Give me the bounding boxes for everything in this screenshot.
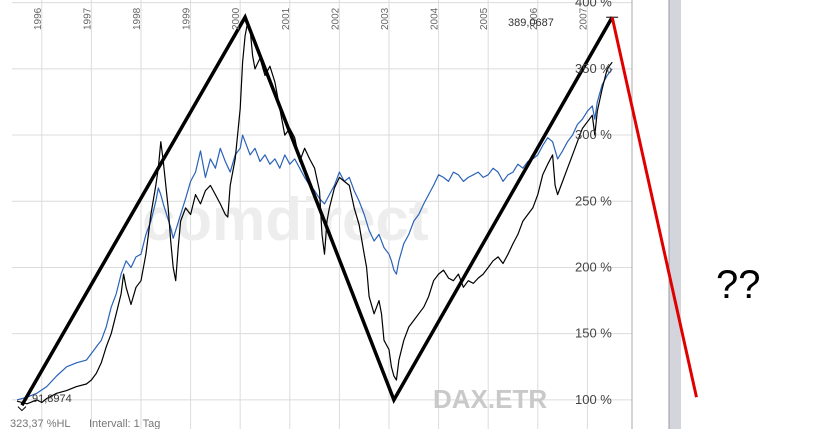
panel-separator xyxy=(669,0,681,429)
forecast-group xyxy=(610,16,698,398)
x-tick-label: 2002 xyxy=(330,7,341,30)
x-tick-label: 1997 xyxy=(82,7,93,30)
low-value-label: 91,8974 xyxy=(32,393,72,405)
y-tick-label: 250 % xyxy=(575,193,612,208)
x-axis-ticks: 1996 1997 1998 1999 2000 2001 2002 2003 2004 2005… xyxy=(33,7,590,30)
comparison-series-line xyxy=(16,68,613,401)
low-marker xyxy=(17,406,27,412)
trendline-zigzag xyxy=(20,13,614,407)
footer-range-text: 323,37 %HL xyxy=(10,418,71,429)
x-tick-label: 2007 xyxy=(578,7,589,30)
x-tick-label: 2003 xyxy=(380,7,391,30)
x-tick-label: 1996 xyxy=(33,7,44,30)
series-group xyxy=(16,21,613,405)
high-value-label: 389,0687 xyxy=(508,17,554,29)
y-axis-ticks: 100 % 150 % 200 % 250 % 300 % 350 % 400 % xyxy=(575,0,612,407)
y-tick-label: 200 % xyxy=(575,259,612,274)
y-tick-label: 100 % xyxy=(575,392,612,407)
watermark-text: comdirect xyxy=(142,186,429,253)
y-tick-label: 300 % xyxy=(575,127,612,142)
symbol-label: DAX.ETR xyxy=(433,384,547,414)
question-annotation: ?? xyxy=(716,263,761,307)
x-tick-label: 2001 xyxy=(281,7,292,30)
footer-interval-text: Intervall: 1 Tag xyxy=(89,418,160,429)
y-tick-label: 150 % xyxy=(575,326,612,341)
x-tick-label: 2005 xyxy=(479,7,490,30)
y-tick-label: 350 % xyxy=(575,61,612,76)
x-tick-label: 2000 xyxy=(231,7,242,30)
y-tick-label: 400 % xyxy=(575,0,612,10)
forecast-line xyxy=(610,16,698,398)
x-tick-label: 1999 xyxy=(182,7,193,30)
x-tick-label: 1998 xyxy=(132,7,143,30)
dax-series-line xyxy=(16,21,613,405)
x-tick-label: 2004 xyxy=(430,7,441,30)
x-tick-label: 2006 xyxy=(529,7,540,30)
